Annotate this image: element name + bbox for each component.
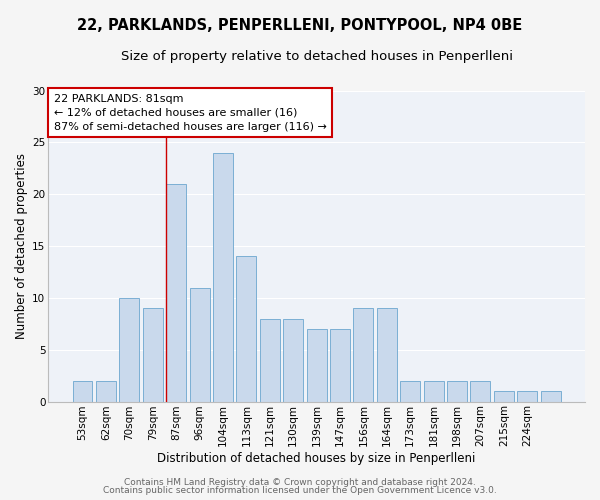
Text: 22, PARKLANDS, PENPERLLENI, PONTYPOOL, NP4 0BE: 22, PARKLANDS, PENPERLLENI, PONTYPOOL, N… — [77, 18, 523, 32]
X-axis label: Distribution of detached houses by size in Penperlleni: Distribution of detached houses by size … — [157, 452, 476, 465]
Bar — [330, 329, 350, 402]
Bar — [307, 329, 326, 402]
Text: Contains HM Land Registry data © Crown copyright and database right 2024.: Contains HM Land Registry data © Crown c… — [124, 478, 476, 487]
Bar — [213, 153, 233, 402]
Bar — [470, 381, 490, 402]
Bar — [494, 391, 514, 402]
Y-axis label: Number of detached properties: Number of detached properties — [15, 153, 28, 339]
Bar — [541, 391, 560, 402]
Bar — [96, 381, 116, 402]
Bar — [517, 391, 537, 402]
Title: Size of property relative to detached houses in Penperlleni: Size of property relative to detached ho… — [121, 50, 512, 63]
Bar — [190, 288, 209, 402]
Bar — [400, 381, 420, 402]
Bar — [166, 184, 186, 402]
Bar — [143, 308, 163, 402]
Bar — [424, 381, 443, 402]
Bar — [447, 381, 467, 402]
Text: 22 PARKLANDS: 81sqm
← 12% of detached houses are smaller (16)
87% of semi-detach: 22 PARKLANDS: 81sqm ← 12% of detached ho… — [53, 94, 326, 132]
Bar — [236, 256, 256, 402]
Bar — [119, 298, 139, 402]
Bar — [260, 318, 280, 402]
Bar — [73, 381, 92, 402]
Bar — [283, 318, 303, 402]
Text: Contains public sector information licensed under the Open Government Licence v3: Contains public sector information licen… — [103, 486, 497, 495]
Bar — [377, 308, 397, 402]
Bar — [353, 308, 373, 402]
